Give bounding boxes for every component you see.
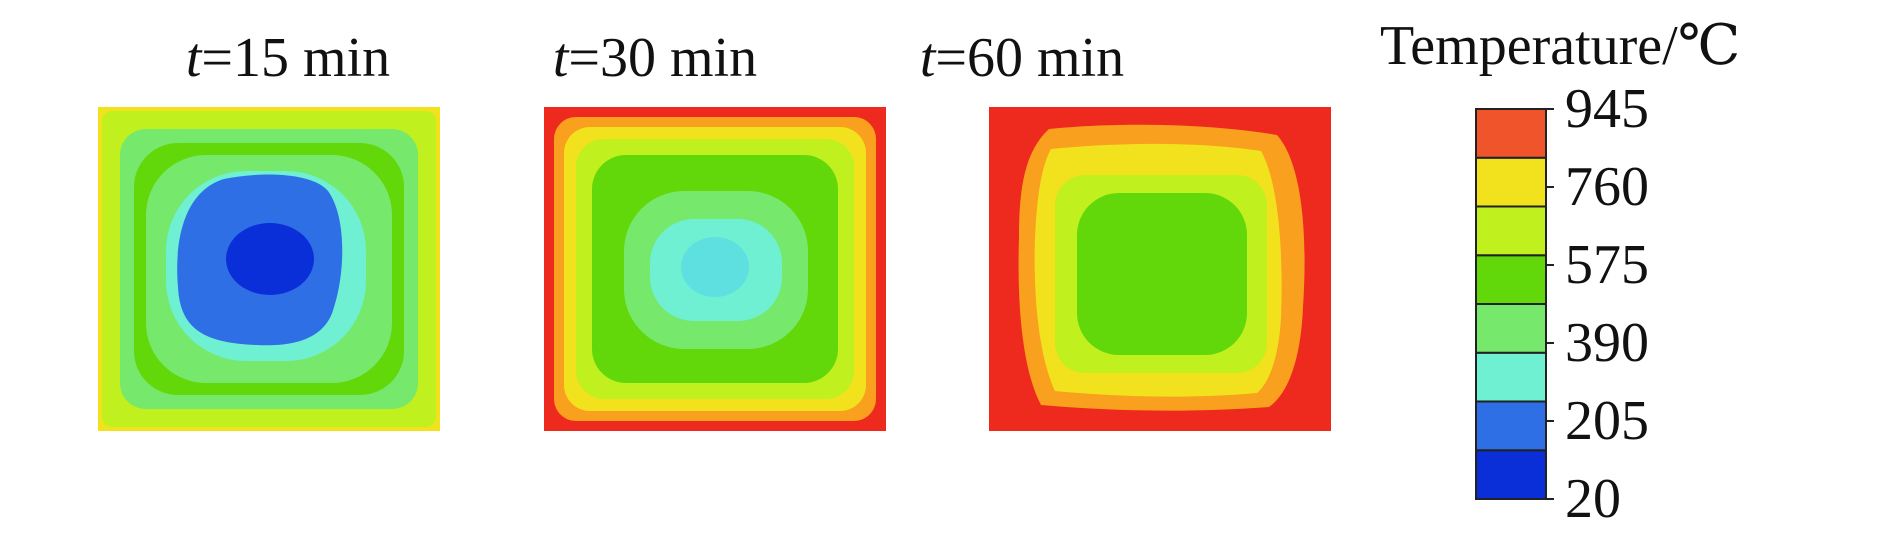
temperature-map-30min [544,107,886,431]
colorbar-swatch [1475,156,1547,208]
colorbar-tick-label: 945 [1565,78,1649,140]
time-variable: t [185,27,202,89]
panel-title-15min: t=15 min [138,26,438,90]
contour-band [681,237,749,297]
colorbar-tick-label: 205 [1565,390,1649,452]
colorbar [1475,108,1554,500]
panel-title-60min: t=60 min [872,26,1172,90]
colorbar-swatch [1475,351,1547,403]
colorbar-swatch [1475,108,1547,159]
colorbar-tick-label: 390 [1565,312,1649,374]
colorbar-tick-label: 575 [1565,234,1649,296]
colorbar-swatch [1475,205,1547,257]
colorbar-swatch [1475,449,1547,500]
time-value: =60 min [935,27,1125,89]
colorbar-tick-label: 20 [1565,468,1621,530]
temperature-map-60min [989,107,1331,431]
contour-band [226,223,314,295]
time-value: =30 min [568,27,758,89]
time-variable: t [552,27,569,89]
colorbar-tick-label: 760 [1565,156,1649,218]
colorbar-title: Temperature/℃ [1380,15,1741,77]
colorbar-swatch [1475,254,1547,306]
colorbar-swatch [1475,303,1547,354]
panel-title-30min: t=30 min [505,26,805,90]
temperature-map-15min [98,107,440,431]
contour-band [1077,193,1247,355]
time-variable: t [919,27,936,89]
colorbar-swatch [1475,400,1547,452]
time-value: =15 min [201,27,391,89]
